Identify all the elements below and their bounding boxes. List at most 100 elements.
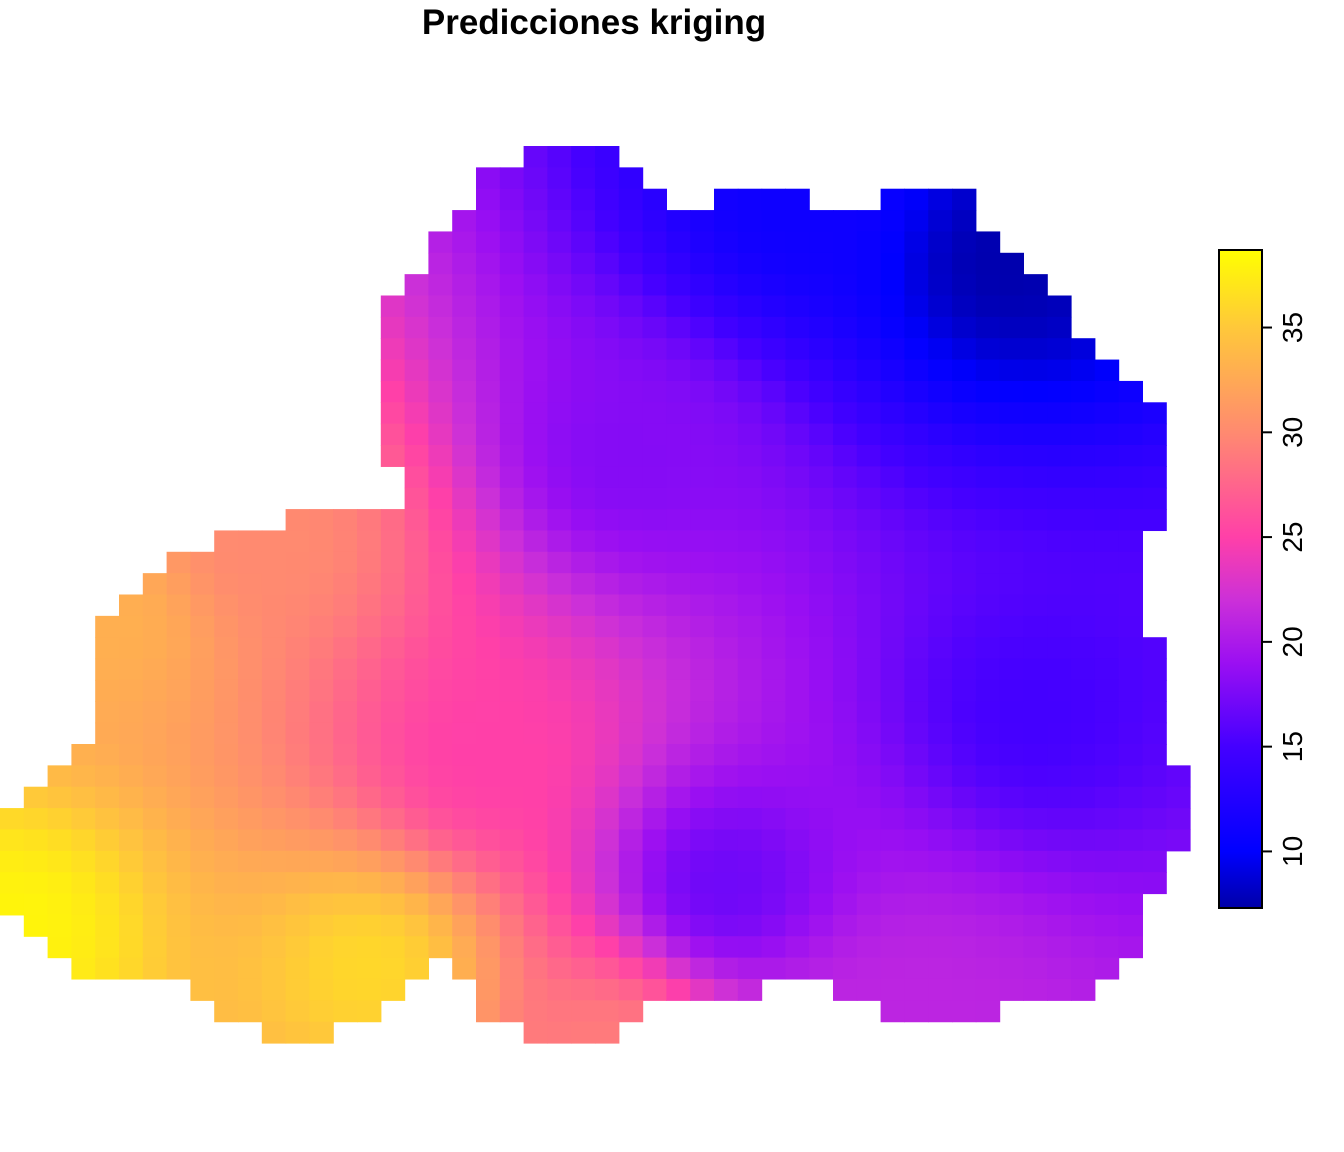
heatmap-cell (1071, 615, 1096, 638)
heatmap-cell (499, 872, 525, 895)
heatmap-cell (880, 701, 905, 724)
heatmap-cell (618, 359, 644, 382)
heatmap-cell (309, 551, 334, 574)
heatmap-cell (690, 423, 715, 446)
heatmap-cell (1118, 850, 1143, 873)
heatmap-cell (809, 872, 834, 895)
heatmap-cell (761, 701, 786, 724)
heatmap-cell (1094, 786, 1120, 809)
heatmap-cell (833, 530, 858, 553)
heatmap-cell (1071, 744, 1096, 766)
heatmap-cell (952, 615, 977, 638)
heatmap-cell (666, 594, 691, 617)
heatmap-cell (333, 658, 358, 681)
heatmap-cell (142, 936, 168, 959)
heatmap-cell (523, 359, 548, 382)
heatmap-cell (499, 551, 525, 574)
heatmap-cell (618, 316, 644, 339)
heatmap-cell (833, 829, 858, 852)
heatmap-cell (571, 359, 596, 382)
heatmap-cell (261, 701, 287, 724)
heatmap-cell (999, 466, 1024, 489)
heatmap-cell (1142, 466, 1167, 489)
heatmap-cell (1094, 914, 1120, 937)
heatmap-cell (380, 786, 406, 809)
heatmap-cell (904, 445, 929, 467)
heatmap-cell (452, 786, 477, 809)
heatmap-cell (523, 637, 548, 660)
heatmap-cell (95, 765, 120, 788)
heatmap-cell (404, 722, 429, 745)
heatmap-cell (166, 914, 191, 937)
heatmap-cell (904, 210, 929, 233)
heatmap-cell (285, 978, 310, 1001)
heatmap-cell (333, 893, 358, 916)
heatmap-cell (690, 210, 715, 233)
heatmap-cell (1071, 466, 1096, 489)
heatmap-cell (785, 274, 810, 297)
heatmap-cell (380, 744, 406, 766)
heatmap-cell (571, 530, 596, 553)
heatmap-cell (571, 487, 596, 510)
heatmap-cell (571, 615, 596, 638)
heatmap-cell (119, 957, 144, 980)
heatmap-cell (261, 615, 287, 638)
heatmap-cell (666, 701, 691, 724)
heatmap-cell (571, 380, 596, 403)
heatmap-cell (571, 402, 596, 425)
heatmap-cell (595, 380, 620, 403)
heatmap-cell (476, 252, 501, 275)
heatmap-cell (333, 594, 358, 617)
heatmap-cell (1047, 615, 1072, 638)
heatmap-cell (571, 872, 596, 895)
heatmap-cell (1071, 786, 1096, 809)
heatmap-cell (285, 850, 310, 873)
heatmap-cell (1071, 914, 1096, 937)
heatmap-cell (1094, 765, 1120, 788)
heatmap-cell (690, 380, 715, 403)
heatmap-cell (380, 530, 406, 553)
heatmap-cell (571, 146, 596, 168)
heatmap-cell (476, 829, 501, 852)
heatmap-cell (952, 423, 977, 446)
heatmap-cell (975, 380, 1001, 403)
heatmap-cell (476, 893, 501, 916)
heatmap-cell (1071, 679, 1096, 702)
heatmap-cell (737, 936, 763, 959)
heatmap-cell (761, 231, 786, 254)
heatmap-cell (690, 701, 715, 724)
heatmap-cell (618, 402, 644, 425)
heatmap-cell (856, 936, 882, 959)
heatmap-cell (737, 658, 763, 681)
heatmap-cell (523, 466, 548, 489)
heatmap-cell (999, 338, 1024, 361)
heatmap-cell (499, 658, 525, 681)
heatmap-cell (737, 679, 763, 702)
heatmap-cell (952, 1000, 977, 1023)
heatmap-cell (595, 679, 620, 702)
heatmap-cell (1023, 914, 1048, 937)
heatmap-cell (642, 530, 667, 553)
heatmap-cell (1142, 402, 1167, 425)
heatmap-cell (952, 445, 977, 467)
heatmap-cell (928, 188, 953, 211)
heatmap-cell (928, 829, 953, 852)
heatmap-cell (428, 402, 453, 425)
heatmap-cell (618, 914, 644, 937)
heatmap-cell (761, 637, 786, 660)
heatmap-cell (761, 188, 786, 211)
heatmap-cell (618, 594, 644, 617)
heatmap-cell (285, 679, 310, 702)
heatmap-cell (999, 978, 1024, 1001)
heatmap-cell (904, 380, 929, 403)
heatmap-cell (880, 530, 905, 553)
heatmap-cell (523, 936, 548, 959)
heatmap-cell (547, 1000, 572, 1023)
heatmap-cell (499, 573, 525, 596)
heatmap-cell (952, 530, 977, 553)
heatmap-cell (737, 829, 763, 852)
heatmap-cell (499, 231, 525, 254)
legend-tick-label: 20 (1277, 626, 1308, 657)
heatmap-cell (404, 573, 429, 596)
